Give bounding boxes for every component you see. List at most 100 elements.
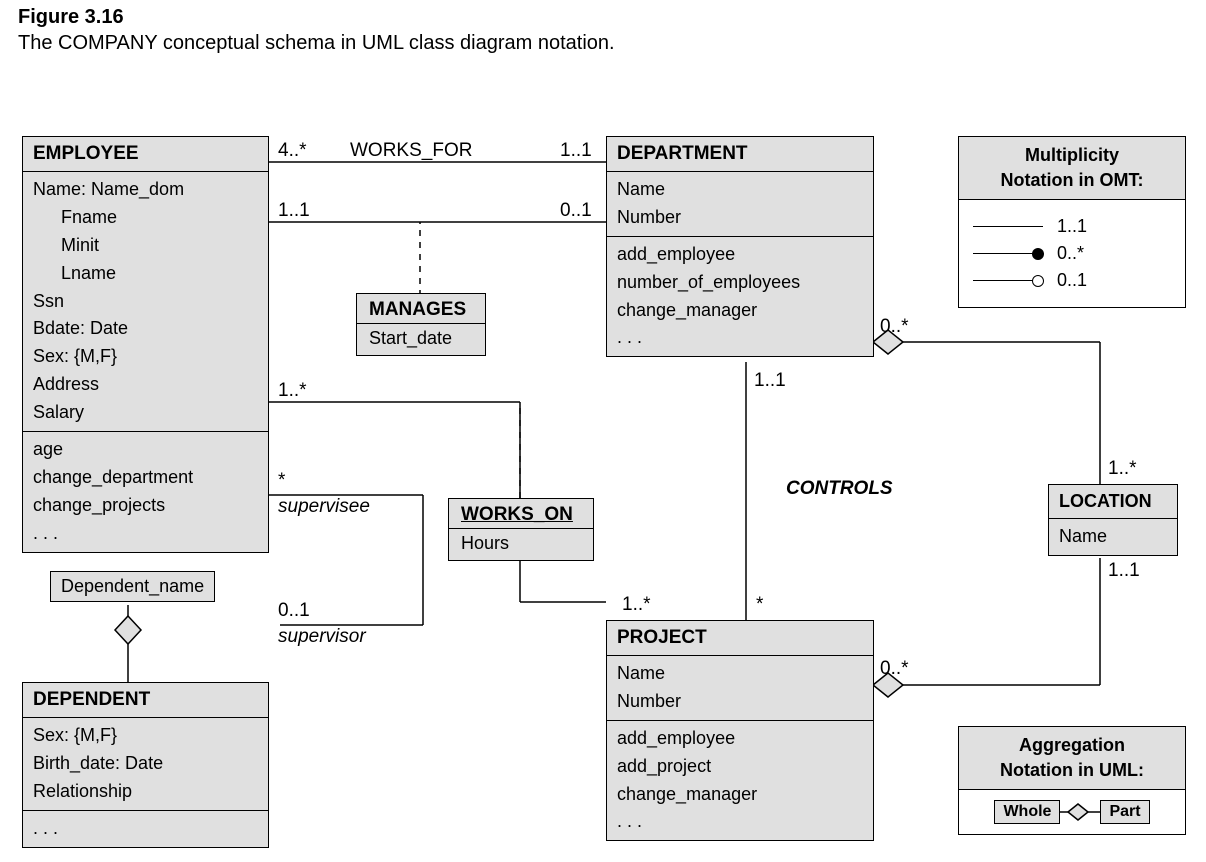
legend-agg-title-2: Notation in UML: [1000,760,1144,780]
attr: Sex: {M,F} [33,722,258,750]
op: change_manager [617,781,863,809]
mult-proj-loc-loc: 1..1 [1108,560,1140,582]
class-project: PROJECT Name Number add_employee add_pro… [606,620,874,841]
assoc-class-manages-attr: Start_date [357,324,485,355]
figure-number: Figure 3.16 [18,6,124,29]
class-dependent-name: DEPENDENT [23,683,268,718]
attr: Sex: {M,F} [33,343,258,371]
assoc-class-works-on-name: WORKS_ON [449,499,593,529]
class-dependent-attrs: Sex: {M,F} Birth_date: Date Relationship [23,718,268,811]
legend-part: Part [1100,800,1149,824]
op: change_manager [617,297,863,325]
attr: Ssn [33,288,258,316]
attr: Number [617,688,863,716]
mult-works-for-right: 1..1 [560,140,592,162]
attr: Address [33,371,258,399]
class-location-name: LOCATION [1049,485,1177,519]
op: add_employee [617,241,863,269]
class-department-ops: add_employee number_of_employees change_… [607,237,873,357]
class-employee-name: EMPLOYEE [23,137,268,172]
op: . . . [617,808,863,836]
legend-text: 1..1 [1057,216,1087,237]
legend-row: 1..1 [973,216,1171,237]
op: . . . [33,520,258,548]
legend-omt-title: Multiplicity Notation in OMT: [959,137,1185,200]
legend-omt-title-1: Multiplicity [1025,145,1119,165]
op: age [33,436,258,464]
attr: Relationship [33,778,258,806]
class-department-name: DEPARTMENT [607,137,873,172]
dot-filled-icon [1032,248,1044,260]
mult-works-for-left: 4..* [278,140,307,162]
class-employee-ops: age change_department change_projects . … [23,432,268,552]
mult-controls-bottom: * [756,594,763,616]
class-employee-attrs: Name: Name_dom Fname Minit Lname Ssn Bda… [23,172,268,432]
mult-manages-left: 1..1 [278,200,310,222]
attr: Birth_date: Date [33,750,258,778]
op: change_projects [33,492,258,520]
op: . . . [33,815,258,843]
label-works-for: WORKS_FOR [350,140,472,162]
class-dependent: DEPENDENT Sex: {M,F} Birth_date: Date Re… [22,682,269,848]
legend-line-open [973,280,1043,281]
class-department-attrs: Name Number [607,172,873,237]
legend-agg-title-1: Aggregation [1019,735,1125,755]
op: add_employee [617,725,863,753]
legend-omt-body: 1..1 0..* 0..1 [959,200,1185,307]
assoc-class-manages-name: MANAGES [357,294,485,324]
class-employee: EMPLOYEE Name: Name_dom Fname Minit Lnam… [22,136,269,553]
attr: Salary [33,399,258,427]
attr: Name [1059,523,1167,551]
mult-works-on-left: 1..* [278,380,307,402]
assoc-class-manages: MANAGES Start_date [356,293,486,356]
legend-line-filled [973,253,1043,254]
class-location: LOCATION Name [1048,484,1178,556]
op: number_of_employees [617,269,863,297]
qualifier-dependent-name: Dependent_name [50,571,215,602]
attr: Lname [33,260,258,288]
op: add_project [617,753,863,781]
legend-line-plain [973,226,1043,227]
role-supervisee: supervisee [278,496,370,518]
legend-row: 0..1 [973,270,1171,291]
label-controls: CONTROLS [786,478,893,500]
role-supervisor: supervisor [278,626,366,648]
attr: Name: Name_dom [33,176,258,204]
mult-dept-loc-loc: 1..* [1108,458,1137,480]
attr: Number [617,204,863,232]
op: change_department [33,464,258,492]
legend-whole: Whole [994,800,1060,824]
legend-text: 0..1 [1057,270,1087,291]
legend-omt: Multiplicity Notation in OMT: 1..1 0..* … [958,136,1186,308]
class-dependent-ops: . . . [23,811,268,847]
diamond-icon [1060,800,1100,824]
legend-agg-body: Whole Part [959,790,1185,834]
class-project-ops: add_employee add_project change_manager … [607,721,873,841]
class-location-attrs: Name [1049,519,1177,555]
mult-supervisee: * [278,470,285,492]
mult-controls-top: 1..1 [754,370,786,392]
attr: Bdate: Date [33,315,258,343]
op: . . . [617,324,863,352]
figure-caption: The COMPANY conceptual schema in UML cla… [18,32,615,55]
class-department: DEPARTMENT Name Number add_employee numb… [606,136,874,357]
attr: Name [617,176,863,204]
attr: Name [617,660,863,688]
legend-omt-title-2: Notation in OMT: [1001,170,1144,190]
assoc-class-works-on: WORKS_ON Hours [448,498,594,561]
legend-row: 0..* [973,243,1171,264]
assoc-class-works-on-attr: Hours [449,529,593,560]
attr: Fname [33,204,258,232]
dot-open-icon [1032,275,1044,287]
class-project-name: PROJECT [607,621,873,656]
mult-works-on-right: 1..* [622,594,651,616]
mult-dept-loc-dept: 0..* [880,316,909,338]
legend-aggregation: Aggregation Notation in UML: Whole Part [958,726,1186,835]
mult-proj-loc-proj: 0..* [880,658,909,680]
class-project-attrs: Name Number [607,656,873,721]
legend-agg-title: Aggregation Notation in UML: [959,727,1185,790]
legend-text: 0..* [1057,243,1084,264]
mult-manages-right: 0..1 [560,200,592,222]
attr: Minit [33,232,258,260]
mult-supervisor: 0..1 [278,600,310,622]
